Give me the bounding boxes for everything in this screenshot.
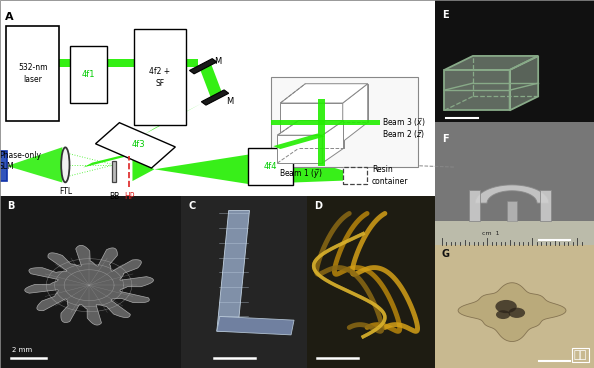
Polygon shape: [277, 120, 343, 135]
Text: 532-nm
laser: 532-nm laser: [18, 63, 48, 84]
Polygon shape: [444, 70, 510, 110]
Polygon shape: [318, 99, 325, 166]
Bar: [435, 122, 594, 245]
Text: F: F: [442, 134, 448, 144]
Polygon shape: [200, 62, 222, 99]
Bar: [343, 167, 367, 184]
Bar: [271, 77, 418, 167]
Polygon shape: [293, 156, 343, 183]
Polygon shape: [186, 59, 198, 67]
Polygon shape: [7, 147, 62, 183]
Polygon shape: [217, 210, 249, 331]
Bar: [0, 196, 181, 368]
Polygon shape: [154, 155, 248, 184]
Text: Beam 2 ($\vec{z}$): Beam 2 ($\vec{z}$): [382, 129, 425, 141]
Bar: [70, 46, 107, 103]
Bar: [201, 90, 229, 105]
Polygon shape: [217, 316, 294, 335]
Bar: [507, 201, 517, 221]
Polygon shape: [458, 283, 566, 342]
Text: G: G: [442, 249, 450, 259]
Text: A: A: [5, 12, 14, 22]
Bar: [0, 0, 435, 196]
Polygon shape: [280, 103, 343, 142]
Polygon shape: [271, 120, 380, 125]
Polygon shape: [132, 158, 154, 181]
Text: M: M: [226, 97, 233, 106]
Polygon shape: [277, 135, 323, 163]
Bar: [0, 151, 7, 181]
Polygon shape: [299, 120, 343, 148]
Polygon shape: [323, 120, 343, 163]
Polygon shape: [475, 185, 549, 203]
Text: C: C: [189, 201, 196, 210]
Text: FTL: FTL: [59, 187, 72, 196]
Bar: [435, 0, 594, 122]
Bar: [96, 123, 175, 168]
Bar: [307, 196, 435, 368]
Text: E: E: [442, 10, 448, 20]
Polygon shape: [59, 59, 70, 67]
Text: Phase-only
SLM: Phase-only SLM: [0, 151, 41, 171]
Text: cm  1: cm 1: [482, 231, 500, 236]
Polygon shape: [83, 152, 135, 167]
Text: Beam 1 ($\vec{y}$): Beam 1 ($\vec{y}$): [279, 167, 323, 181]
Text: D: D: [314, 201, 321, 210]
Polygon shape: [107, 59, 134, 67]
Ellipse shape: [61, 147, 69, 182]
Text: 2 mm: 2 mm: [12, 347, 32, 353]
Polygon shape: [343, 84, 368, 142]
Text: 4f2 +
SF: 4f2 + SF: [149, 67, 170, 88]
Polygon shape: [444, 56, 538, 70]
Text: 4f1: 4f1: [82, 70, 95, 79]
Bar: [435, 221, 594, 245]
Text: 日林: 日林: [574, 350, 587, 360]
Text: 4f3: 4f3: [132, 140, 145, 149]
Text: M: M: [214, 57, 221, 66]
Polygon shape: [273, 134, 325, 149]
Text: BB: BB: [109, 192, 119, 201]
Text: 4f4: 4f4: [264, 162, 277, 171]
Bar: [181, 196, 307, 368]
Text: B: B: [7, 201, 14, 210]
Bar: [6, 26, 59, 121]
Polygon shape: [305, 84, 368, 122]
Bar: [248, 148, 293, 185]
Polygon shape: [280, 84, 368, 103]
Bar: [469, 190, 480, 221]
Text: Beam 3 ($\vec{x}$): Beam 3 ($\vec{x}$): [382, 116, 425, 128]
Bar: [134, 29, 186, 125]
Text: HP: HP: [124, 192, 135, 201]
Bar: [112, 161, 116, 182]
Circle shape: [496, 310, 510, 319]
Bar: [540, 190, 551, 221]
Circle shape: [508, 308, 525, 318]
Polygon shape: [144, 94, 220, 134]
Polygon shape: [25, 245, 153, 325]
Bar: [435, 245, 594, 368]
Bar: [189, 59, 217, 74]
Polygon shape: [510, 56, 538, 110]
Text: Resin
container: Resin container: [372, 166, 408, 185]
Circle shape: [495, 300, 517, 313]
